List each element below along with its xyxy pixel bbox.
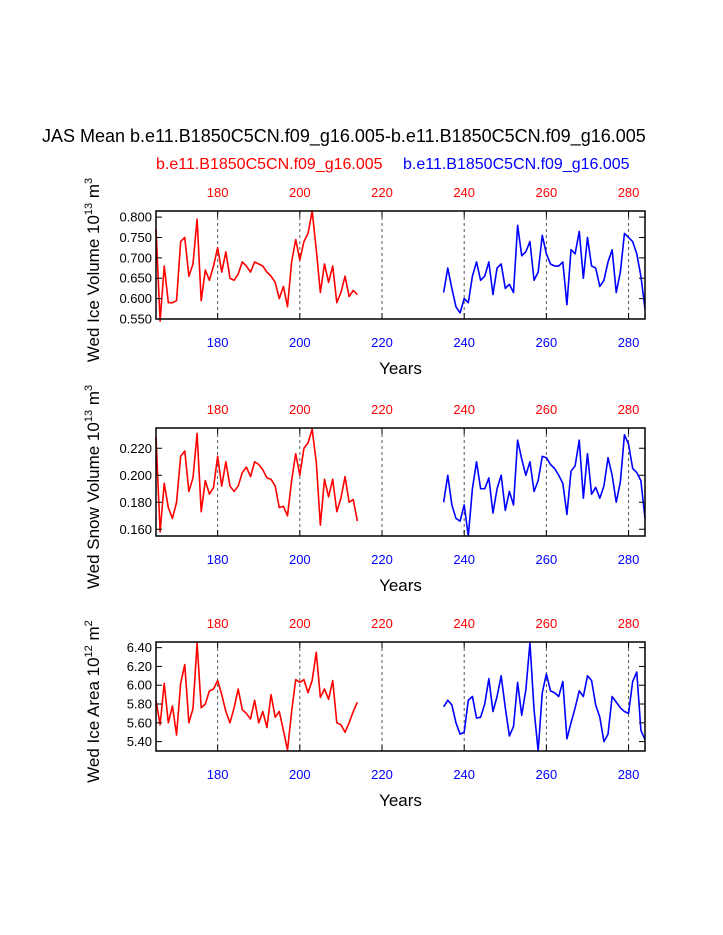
x-tick-label-bottom: 280: [618, 335, 640, 350]
y-tick-label: 0.750: [119, 230, 152, 245]
plot-frame: [155, 210, 646, 320]
y-tick-label: 0.600: [119, 291, 152, 306]
y-tick-label: 0.650: [119, 271, 152, 286]
x-tick-label-top: 220: [371, 616, 393, 631]
y-tick-label: 6.20: [127, 659, 152, 674]
y-axis-title-part: Wed Ice Area 10: [84, 657, 103, 782]
y-axis-title-part: Wed Snow Volume 10: [84, 422, 103, 589]
x-tick-label-bottom: 200: [289, 335, 311, 350]
x-tick-label-bottom: 220: [371, 767, 393, 782]
x-tick-label-top: 260: [536, 185, 558, 200]
x-axis-title: Years: [379, 576, 422, 595]
x-tick-label-bottom: 240: [453, 767, 475, 782]
y-tick-label: 0.220: [119, 441, 152, 456]
x-tick-label-bottom: 280: [618, 552, 640, 567]
x-tick-label-top: 260: [536, 402, 558, 417]
y-tick-label: 0.700: [119, 250, 152, 265]
x-tick-label-bottom: 220: [371, 552, 393, 567]
y-tick-label: 0.180: [119, 495, 152, 510]
x-tick-label-bottom: 240: [453, 552, 475, 567]
x-tick-label-top: 240: [453, 616, 475, 631]
x-tick-label-top: 280: [618, 185, 640, 200]
y-axis-title-part: 12: [83, 645, 95, 657]
x-tick-label-top: 280: [618, 402, 640, 417]
case-label-right: b.e11.B1850C5CN.f09_g16.005: [403, 156, 630, 173]
plot-frame: [155, 427, 646, 537]
y-axis-title-part: 3: [83, 178, 95, 184]
x-tick-label-top: 180: [207, 185, 229, 200]
x-tick-label-bottom: 280: [618, 767, 640, 782]
y-tick-label: 0.800: [119, 210, 152, 225]
x-tick-label-bottom: 260: [536, 767, 558, 782]
x-tick-label-top: 240: [453, 402, 475, 417]
series-line-right: [442, 642, 646, 752]
y-tick-label: 6.40: [127, 640, 152, 655]
y-tick-label: 5.40: [127, 734, 152, 749]
y-axis-title-part: m: [84, 391, 103, 410]
x-tick-label-top: 280: [618, 616, 640, 631]
x-tick-label-bottom: 260: [536, 335, 558, 350]
x-tick-label-top: 240: [453, 185, 475, 200]
x-tick-label-bottom: 220: [371, 335, 393, 350]
y-axis-title: Wed Ice Volume 1013 m3: [83, 178, 103, 362]
y-tick-label: 0.160: [119, 522, 152, 537]
x-tick-label-bottom: 180: [207, 552, 229, 567]
y-tick-label: 6.00: [127, 678, 152, 693]
x-tick-label-bottom: 200: [289, 767, 311, 782]
series-line-right: [442, 224, 646, 314]
y-tick-label: 0.200: [119, 468, 152, 483]
x-tick-label-top: 220: [371, 185, 393, 200]
series-line-right: [442, 433, 646, 537]
x-tick-label-top: 200: [289, 616, 311, 631]
series-line-left: [155, 642, 359, 751]
x-tick-label-bottom: 180: [207, 335, 229, 350]
series-line-left: [155, 428, 359, 533]
y-axis-title-part: 13: [83, 410, 95, 422]
x-tick-label-top: 180: [207, 402, 229, 417]
x-axis-title: Years: [379, 791, 422, 810]
x-tick-label-bottom: 240: [453, 335, 475, 350]
y-axis-title-part: m: [84, 184, 103, 203]
x-tick-label-top: 260: [536, 616, 558, 631]
plot-frame: [155, 641, 646, 752]
x-tick-label-top: 180: [207, 616, 229, 631]
y-axis-title-part: m: [84, 626, 103, 645]
y-axis-title-part: 13: [83, 203, 95, 215]
y-axis-title-part: 2: [83, 620, 95, 626]
x-tick-label-bottom: 200: [289, 552, 311, 567]
series-line-left: [155, 210, 358, 322]
x-tick-label-bottom: 260: [536, 552, 558, 567]
y-axis-title-part: 3: [83, 385, 95, 391]
x-tick-label-top: 200: [289, 402, 311, 417]
x-tick-label-top: 200: [289, 185, 311, 200]
x-tick-label-top: 220: [371, 402, 393, 417]
x-axis-title: Years: [379, 359, 422, 378]
case-label-left: b.e11.B1850C5CN.f09_g16.005: [156, 156, 383, 173]
y-axis-title: Wed Ice Area 1012 m2: [83, 620, 103, 783]
figure-title: JAS Mean b.e11.B1850C5CN.f09_g16.005-b.e…: [42, 126, 646, 146]
y-axis-title: Wed Snow Volume 1013 m3: [83, 385, 103, 589]
y-tick-label: 5.80: [127, 697, 152, 712]
panel-3: 5.40 5.60 5.80 6.00 6.20 6.40 180 200 220 240 260 2…: [83, 616, 646, 810]
y-axis-title-part: Wed Ice Volume 10: [84, 215, 103, 362]
y-tick-label: 5.60: [127, 715, 152, 730]
x-tick-label-bottom: 180: [207, 767, 229, 782]
y-tick-label: 0.550: [119, 312, 152, 327]
panel-1: 0.550 0.600 0.650 0.700 0.750 0.800 180 200 220 2…: [83, 178, 646, 378]
panel-2: 0.160 0.180 0.200 0.220 180 200 220 240 260 280 18…: [83, 385, 646, 595]
